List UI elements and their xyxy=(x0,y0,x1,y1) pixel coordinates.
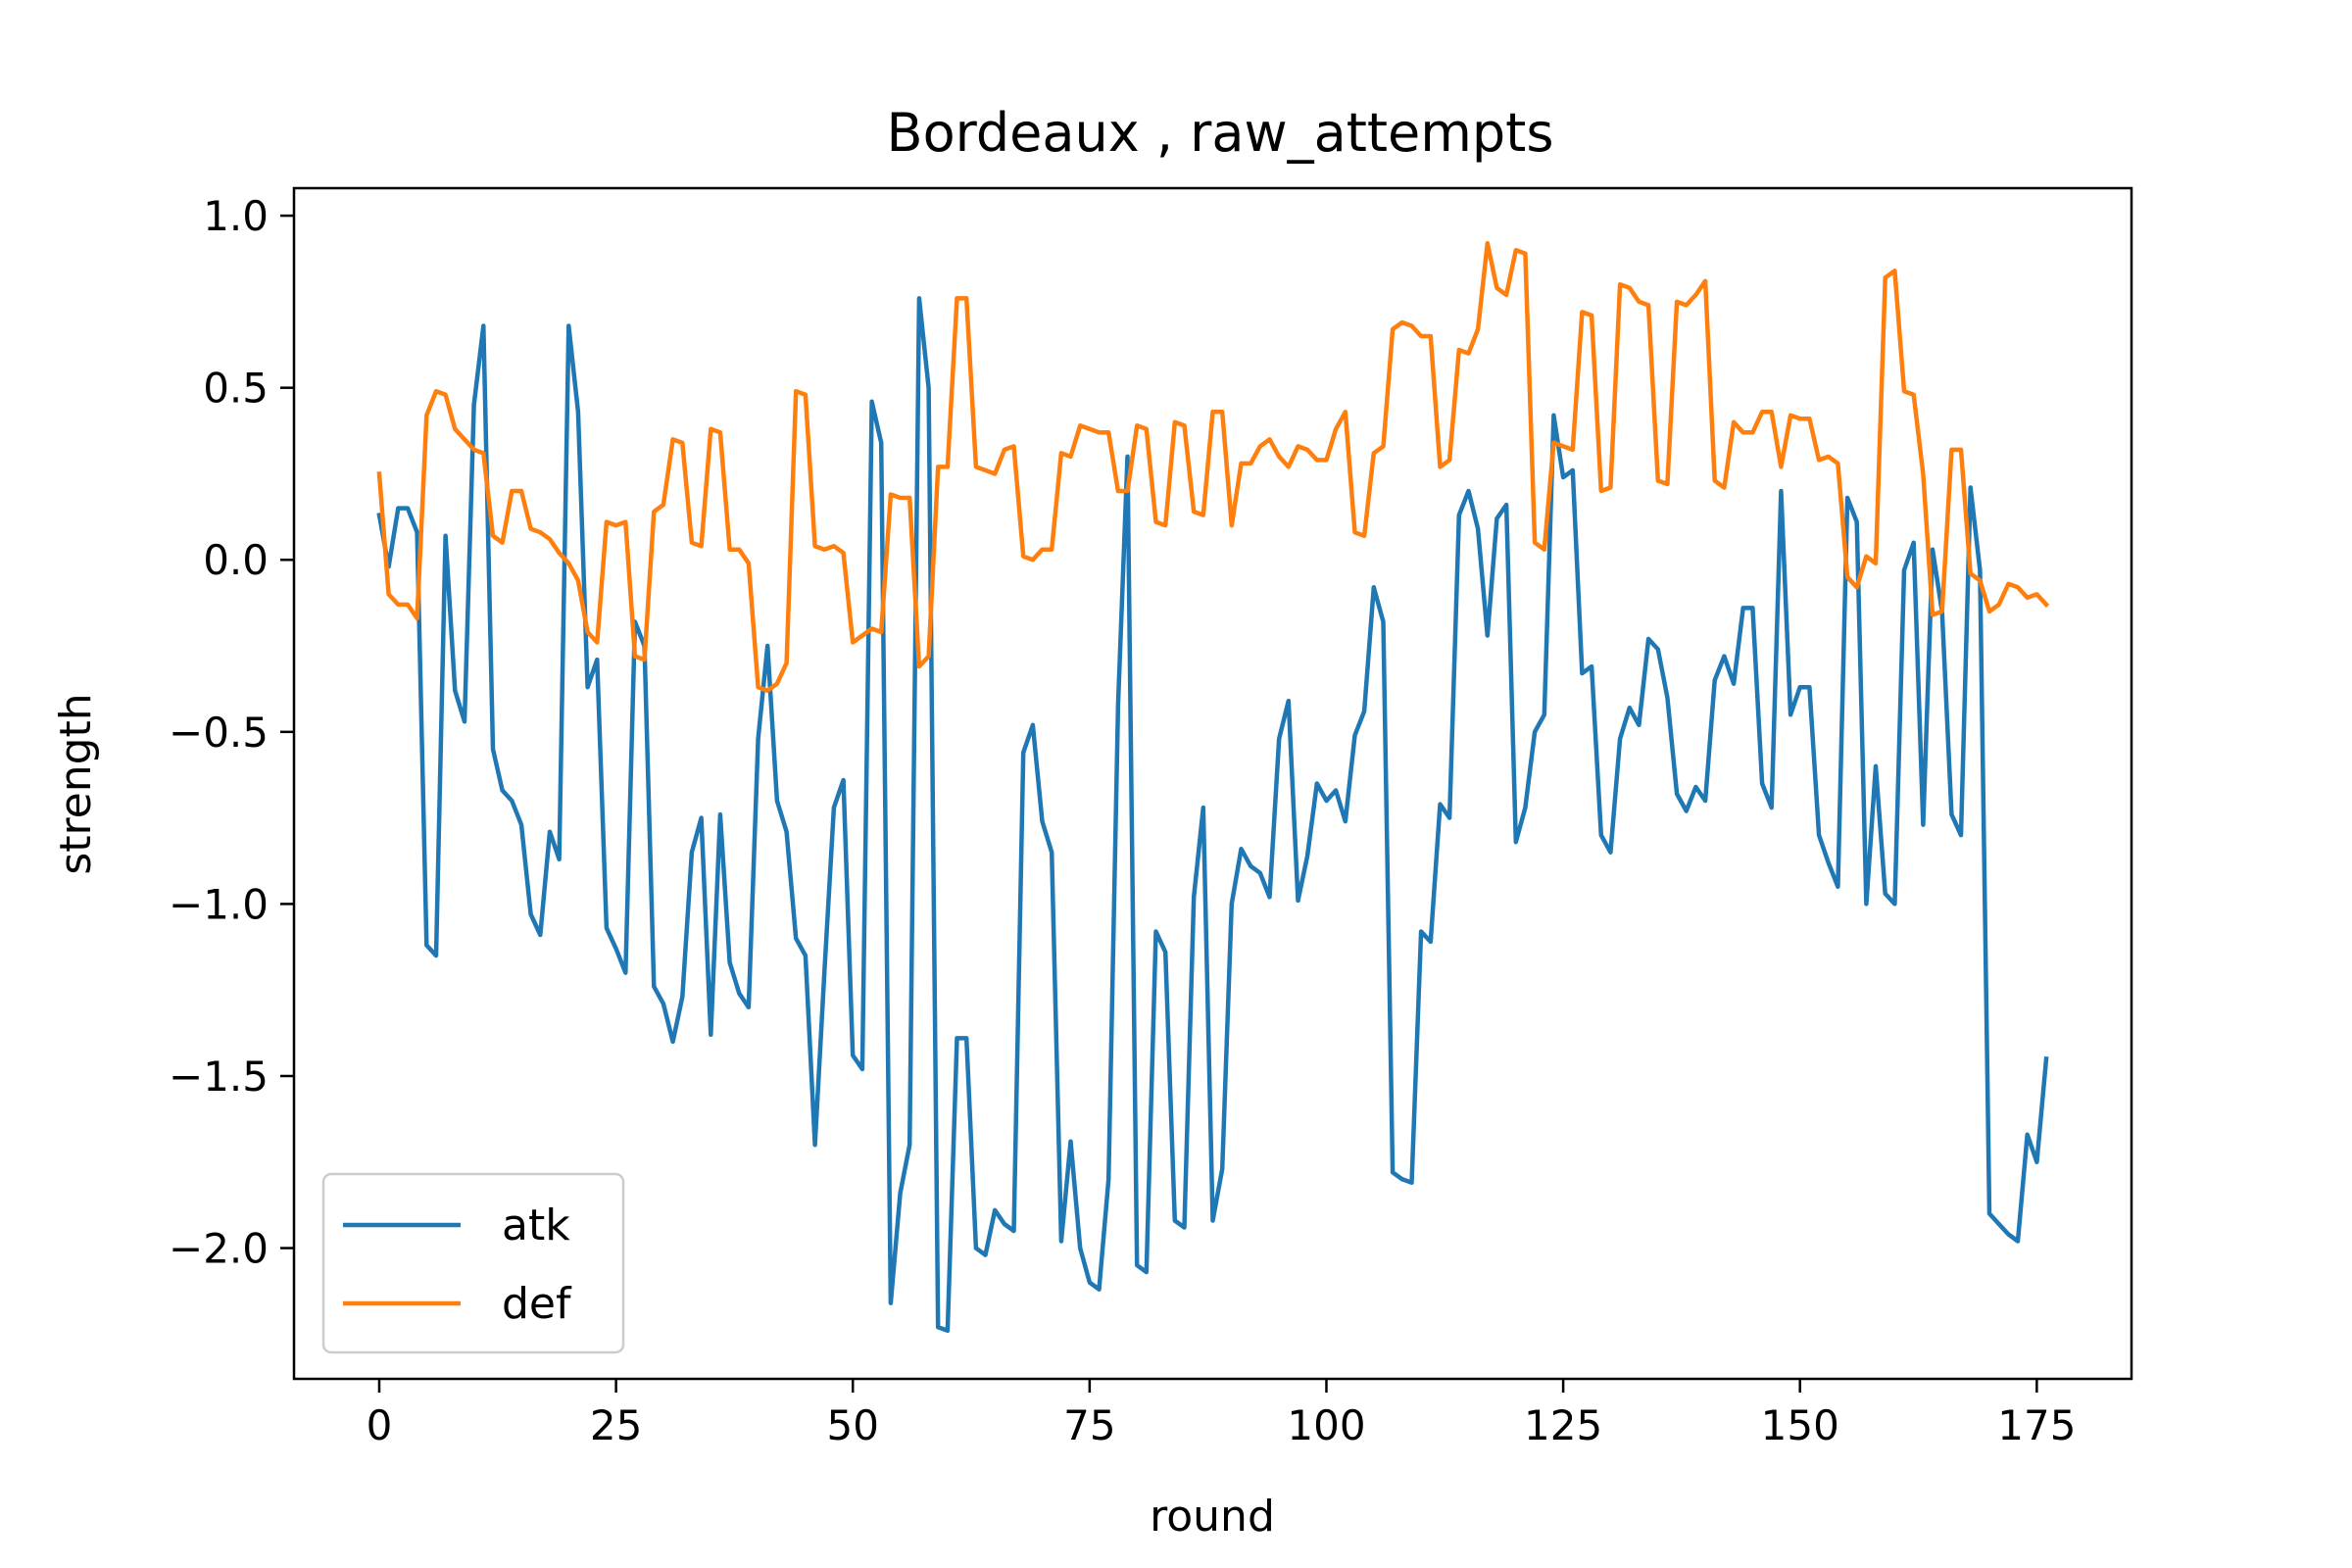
x-tick-label: 25 xyxy=(590,1401,642,1449)
x-tick-label: 150 xyxy=(1761,1401,1839,1449)
y-tick-label: −2.0 xyxy=(169,1225,269,1273)
series-layer xyxy=(376,240,2050,1334)
y-tick-label: 0.0 xyxy=(203,536,269,584)
chart-title: Bordeaux , raw_attempts xyxy=(887,102,1554,164)
y-tick-label: 1.0 xyxy=(203,192,269,240)
y-axis: 1.0 0.5 0.0 −0.5 −1.0 −1.5 −2.0 xyxy=(169,192,294,1273)
legend-box xyxy=(321,1172,625,1354)
y-tick-label: −0.5 xyxy=(169,709,269,757)
x-tick-label: 0 xyxy=(367,1401,393,1449)
x-tick-label: 50 xyxy=(827,1401,879,1449)
legend: atk def xyxy=(321,1172,625,1354)
series-line-atk xyxy=(376,296,2049,1334)
plot-frame xyxy=(292,186,2133,1381)
x-tick-label: 100 xyxy=(1287,1401,1365,1449)
legend-label-atk: atk xyxy=(502,1200,570,1250)
y-axis-label: strength xyxy=(51,693,101,874)
x-axis: 0 25 50 75 100 125 150 175 xyxy=(367,1379,2076,1449)
series-line-def xyxy=(376,240,2050,693)
x-axis-label: round xyxy=(1150,1492,1275,1542)
x-tick-label: 175 xyxy=(1997,1401,2076,1449)
y-tick-label: −1.5 xyxy=(169,1053,269,1101)
x-tick-label: 75 xyxy=(1063,1401,1115,1449)
y-tick-label: 0.5 xyxy=(203,365,269,413)
y-tick-label: −1.0 xyxy=(169,880,269,928)
legend-label-def: def xyxy=(502,1279,572,1329)
x-tick-label: 125 xyxy=(1524,1401,1602,1449)
